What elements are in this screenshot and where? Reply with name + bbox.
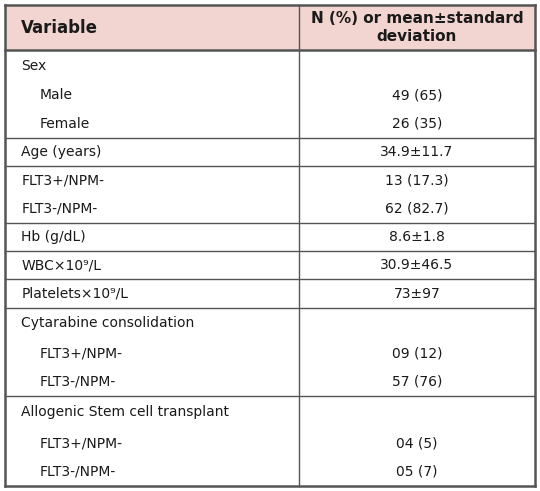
- Text: 05 (7): 05 (7): [396, 465, 437, 479]
- Text: Variable: Variable: [21, 19, 98, 36]
- Text: 13 (17.3): 13 (17.3): [385, 173, 449, 188]
- Text: Hb (g/dL): Hb (g/dL): [21, 230, 86, 244]
- Text: N (%) or mean±standard
deviation: N (%) or mean±standard deviation: [310, 11, 523, 44]
- Text: 8.6±1.8: 8.6±1.8: [389, 230, 445, 244]
- Text: FLT3+/NPM-: FLT3+/NPM-: [40, 346, 123, 360]
- Text: Age (years): Age (years): [21, 145, 102, 159]
- Text: 73±97: 73±97: [394, 287, 440, 300]
- Text: Male: Male: [40, 88, 73, 103]
- Text: WBC×10⁹/L: WBC×10⁹/L: [21, 258, 102, 273]
- Text: Sex: Sex: [21, 59, 46, 73]
- Bar: [5, 5, 535, 50]
- Text: FLT3+/NPM-: FLT3+/NPM-: [40, 436, 123, 451]
- Text: Female: Female: [40, 117, 90, 131]
- Text: 49 (65): 49 (65): [392, 88, 442, 103]
- Text: Cytarabine consolidation: Cytarabine consolidation: [21, 316, 194, 330]
- Text: 57 (76): 57 (76): [392, 374, 442, 388]
- Text: Platelets×10⁹/L: Platelets×10⁹/L: [21, 287, 129, 300]
- Text: 26 (35): 26 (35): [392, 117, 442, 131]
- Text: 30.9±46.5: 30.9±46.5: [380, 258, 454, 273]
- Text: FLT3-/NPM-: FLT3-/NPM-: [40, 465, 116, 479]
- Text: FLT3-/NPM-: FLT3-/NPM-: [40, 374, 116, 388]
- Text: Allogenic Stem cell transplant: Allogenic Stem cell transplant: [21, 406, 230, 419]
- Text: 04 (5): 04 (5): [396, 436, 437, 451]
- Text: 62 (82.7): 62 (82.7): [385, 202, 449, 216]
- Text: FLT3+/NPM-: FLT3+/NPM-: [21, 173, 104, 188]
- Text: 34.9±11.7: 34.9±11.7: [380, 145, 454, 159]
- Text: 09 (12): 09 (12): [392, 346, 442, 360]
- Text: FLT3-/NPM-: FLT3-/NPM-: [21, 202, 98, 216]
